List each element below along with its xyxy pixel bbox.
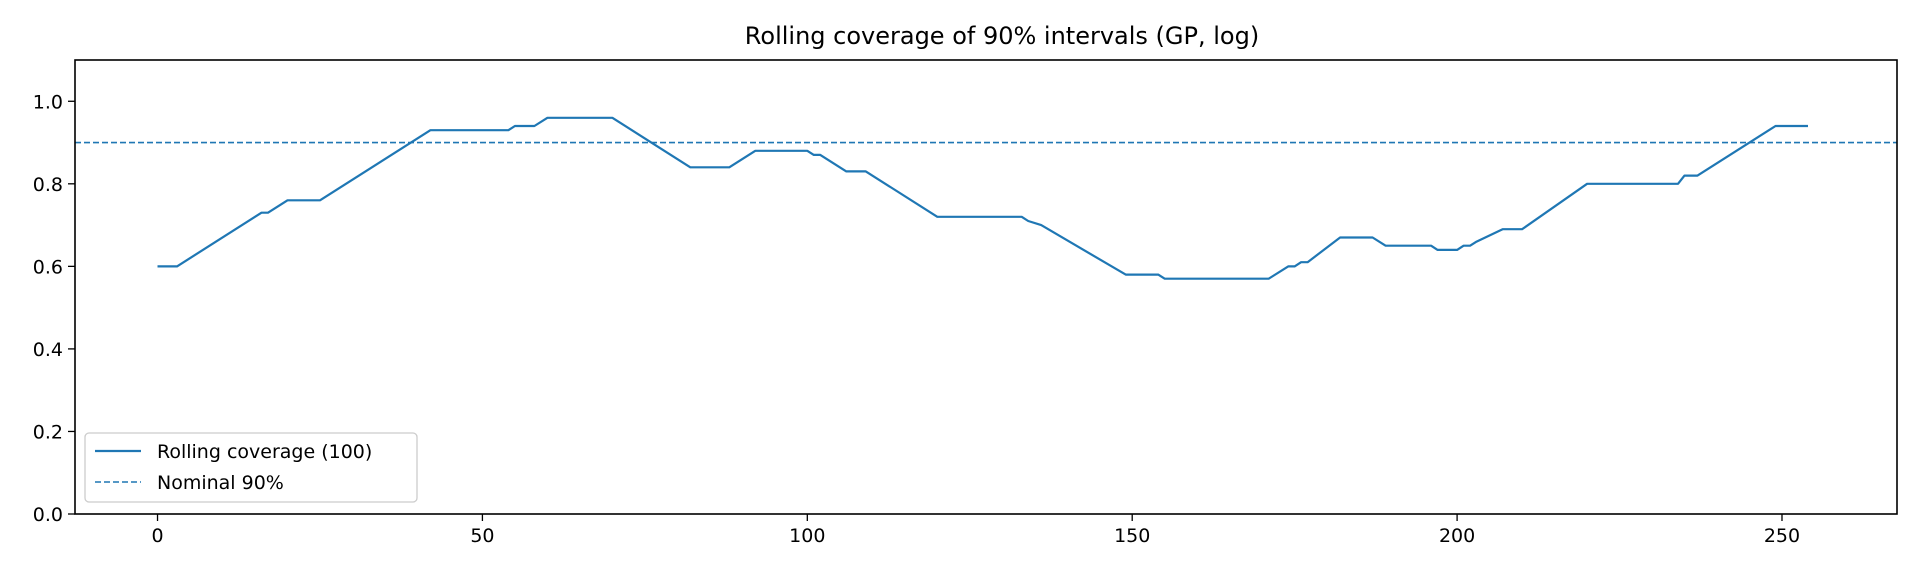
legend: Rolling coverage (100) Nominal 90%	[84, 432, 418, 503]
x-tick-label: 250	[1764, 525, 1800, 547]
coverage-line	[157, 116, 1808, 280]
x-tick-label: 0	[151, 525, 163, 547]
y-tick-label: 0.2	[33, 421, 63, 443]
y-tick-label: 0.0	[33, 504, 63, 526]
plot-frame	[74, 59, 1898, 515]
x-tick-label: 200	[1439, 525, 1475, 547]
y-tick-label: 1.0	[33, 91, 63, 113]
y-tick-label: 0.6	[33, 256, 63, 278]
legend-label-coverage: Rolling coverage (100)	[157, 441, 372, 463]
plot-area	[75, 116, 1897, 280]
y-tick-label: 0.4	[33, 339, 63, 361]
legend-box	[84, 432, 418, 503]
x-tick-label: 150	[1114, 525, 1150, 547]
y-axis: 0.0 0.2 0.4 0.6 0.8 1.0	[33, 91, 75, 526]
chart-title: Rolling coverage of 90% intervals (GP, l…	[745, 22, 1259, 50]
x-tick-label: 100	[789, 525, 825, 547]
legend-label-nominal: Nominal 90%	[157, 472, 284, 494]
x-tick-label: 50	[470, 525, 494, 547]
y-tick-label: 0.8	[33, 174, 63, 196]
x-axis: 0 50 100 150 200 250	[151, 514, 1800, 547]
